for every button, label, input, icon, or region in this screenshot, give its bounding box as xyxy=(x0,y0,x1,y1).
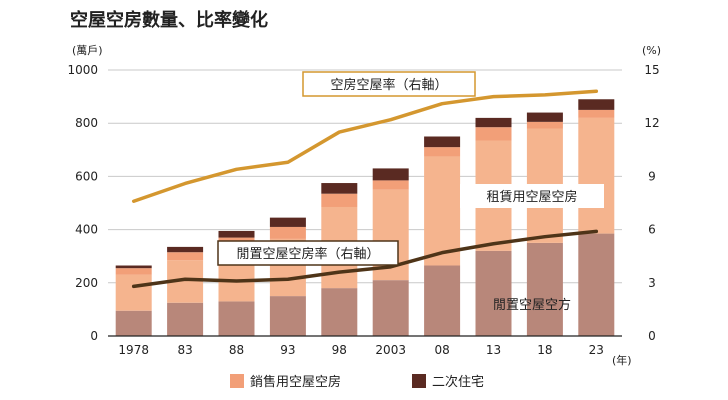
x-tick-label: 13 xyxy=(486,343,501,357)
legend-label-sales: 銷售用空屋空房 xyxy=(250,374,341,390)
x-axis-unit: (年) xyxy=(612,353,632,367)
left-axis-unit: (萬戶) xyxy=(72,44,103,57)
x-tick-label: 23 xyxy=(589,343,604,357)
bar-segment xyxy=(475,117,512,128)
x-tick-label: 83 xyxy=(177,343,192,357)
y-left-tick-label: 1000 xyxy=(67,63,98,77)
y-left-tick-label: 600 xyxy=(75,169,98,183)
rental-annotation: 租賃用空屋空房 xyxy=(460,184,604,208)
bar-segment xyxy=(372,180,409,190)
bar-segment xyxy=(321,193,358,207)
line-series-path xyxy=(131,229,599,289)
line1-annotation: 空房空屋率（右軸） xyxy=(302,71,476,97)
bar-segment xyxy=(475,250,512,336)
bar-segment xyxy=(218,230,255,238)
line2-label: 閒置空屋空房率（右軸） xyxy=(236,246,379,262)
bar-segment xyxy=(269,226,306,239)
y-right-tick-label: 12 xyxy=(644,116,659,130)
bar-segment xyxy=(269,217,306,227)
bar-segment xyxy=(115,274,152,311)
bar-segment xyxy=(424,147,461,157)
legend-swatch-second-home xyxy=(412,374,426,388)
x-tick-label: 93 xyxy=(280,343,295,357)
bar-segment xyxy=(115,268,152,275)
bar-segment xyxy=(526,112,563,122)
bar-segment xyxy=(321,288,358,336)
legend-label-second-home: 二次住宅 xyxy=(432,374,484,390)
y-right-tick-label: 3 xyxy=(648,276,656,290)
bar-segment xyxy=(424,136,461,148)
x-tick-label: 2003 xyxy=(375,343,406,357)
line-series-path xyxy=(131,89,599,203)
x-tick-label: 1978 xyxy=(118,343,149,357)
bar-segment xyxy=(578,99,615,110)
bar-segment xyxy=(372,168,409,181)
bar-segment xyxy=(526,121,563,129)
y-left-tick-label: 400 xyxy=(75,223,98,237)
rental-label: 租賃用空屋空房 xyxy=(486,189,577,205)
bar-segment xyxy=(167,252,204,261)
x-tick-label: 98 xyxy=(332,343,347,357)
y-right-tick-label: 0 xyxy=(648,329,656,343)
line-series xyxy=(131,89,599,289)
x-tick-label: 88 xyxy=(229,343,244,357)
bar-segment xyxy=(321,183,358,194)
bar-segment xyxy=(475,127,512,141)
bar-segment xyxy=(218,301,255,336)
y-right-tick-label: 9 xyxy=(648,169,656,183)
bar-segment xyxy=(269,296,306,336)
axes: 0 200 400 600 800 1000 0 3 6 9 12 15 1978 83 88 93 98 200… xyxy=(67,63,659,357)
bar-segment xyxy=(115,265,152,269)
x-tick-label: 18 xyxy=(537,343,552,357)
line2-annotation: 閒置空屋空房率（右軸） xyxy=(217,240,399,266)
bar-segment xyxy=(526,242,563,336)
bar-segment xyxy=(167,302,204,336)
bar-segment xyxy=(578,117,615,234)
bar-segment xyxy=(424,265,461,336)
y-left-tick-label: 200 xyxy=(75,276,98,290)
chart-title: 空屋空房數量、比率變化 xyxy=(70,9,268,31)
vacant-label: 閒置空屋空方 xyxy=(493,297,571,313)
y-right-tick-label: 15 xyxy=(644,63,659,77)
legend: 銷售用空屋空房 二次住宅 xyxy=(230,374,484,390)
y-right-tick-label: 6 xyxy=(648,223,656,237)
y-left-tick-label: 800 xyxy=(75,116,98,130)
bar-segment xyxy=(372,280,409,336)
bar-segment xyxy=(578,109,615,118)
bar-segment xyxy=(167,246,204,253)
y-left-tick-label: 0 xyxy=(90,329,98,343)
bar-segment xyxy=(424,156,461,266)
right-axis-unit: (%) xyxy=(642,44,661,57)
x-tick-label: 08 xyxy=(434,343,449,357)
line1-label: 空房空屋率（右軸） xyxy=(330,77,447,93)
legend-swatch-sales xyxy=(230,374,244,388)
bar-segment xyxy=(578,233,615,336)
bar-segment xyxy=(115,310,152,336)
